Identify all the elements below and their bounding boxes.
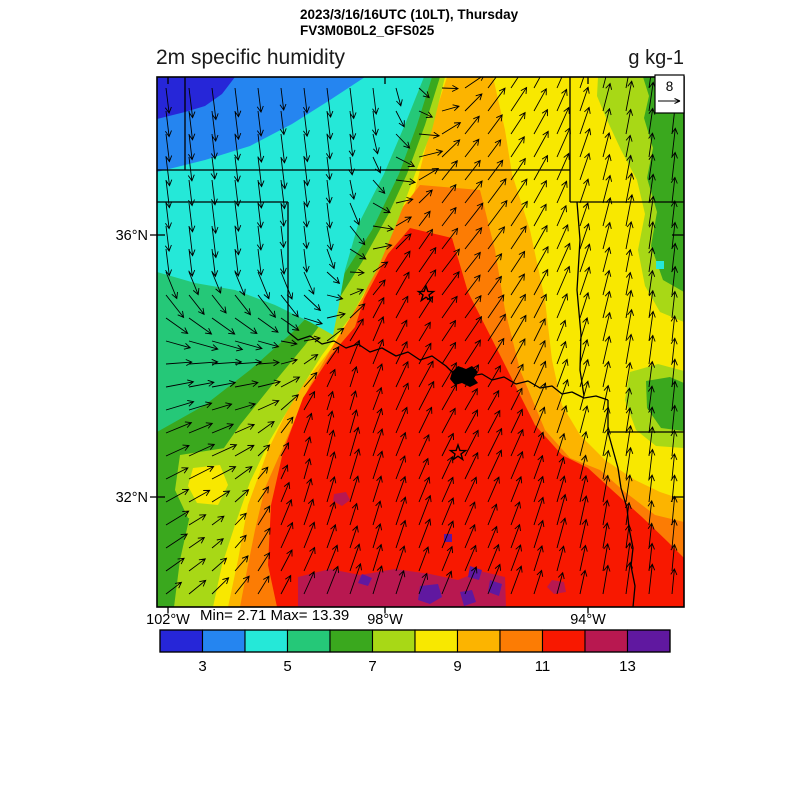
humidity-region [468,566,482,580]
humidity-region [547,580,566,594]
colorbar-segment [414,629,459,653]
colorbar-segment [244,629,289,653]
border-line [607,431,636,607]
lake-blob [450,366,478,387]
lon-label-102w: 102°W [146,612,190,628]
colorbar-frame [159,629,671,653]
colorbar-segment [201,629,246,653]
reference-arrow-icon [658,98,681,104]
colorbar-segment [286,629,331,653]
colorbar-tick-13: 13 [619,658,636,675]
reference-vector-value: 8 [666,79,674,94]
colorbar-tick-7: 7 [368,658,376,675]
wind-arrow-field [164,77,679,595]
units-label: g kg-1 [628,47,684,69]
star-marker [448,442,468,462]
colorbar-segment [499,629,544,653]
colorbar-segment [541,629,586,653]
star-marker [416,283,436,303]
humidity-region [460,590,476,606]
border-line [576,201,585,397]
colorbar-segment [329,629,374,653]
humidity-region [298,569,506,607]
colorbar-segment [626,629,671,653]
humidity-region [358,574,372,586]
colorbar-segment [371,629,416,653]
humidity-region [157,77,235,119]
state-borders [157,77,684,607]
colorbar [159,629,671,653]
colorbar-segment [159,629,204,653]
lat-label-32n: 32°N [116,490,148,506]
lat-label-36n: 36°N [116,228,148,244]
humidity-region [333,492,350,506]
colorbar-segment [584,629,629,653]
humidity-region [488,580,502,596]
humidity-region [656,261,664,269]
axis-ticks [150,77,684,614]
colorbar-tick-9: 9 [453,658,461,675]
city-star-markers [416,283,468,462]
humidity-region [188,465,228,505]
humidity-region [646,377,684,431]
humidity-filled-contours [157,77,684,607]
reference-vector-frame [654,74,685,114]
colorbar-tick-11: 11 [535,658,551,675]
variable-title: 2m specific humidity [156,46,346,69]
model-title: FV3M0B0L2_GFS025 [300,23,435,38]
lon-label-94w: 94°W [570,612,606,628]
lon-label-98w: 98°W [367,612,403,628]
humidity-region [268,228,684,607]
colorbar-tick-3: 3 [198,658,206,675]
min-max-stats: Min= 2.71 Max= 13.39 [200,607,349,624]
humidity-region [444,534,452,542]
wind-vectors [164,77,679,595]
reference-vector-box: 8 [654,74,685,114]
datetime-title: 2023/3/16/16UTC (10LT), Thursday [300,7,519,22]
colorbar-segment [456,629,501,653]
humidity-region [418,584,442,604]
colorbar-tick-5: 5 [283,658,291,675]
map-frame [156,76,685,608]
